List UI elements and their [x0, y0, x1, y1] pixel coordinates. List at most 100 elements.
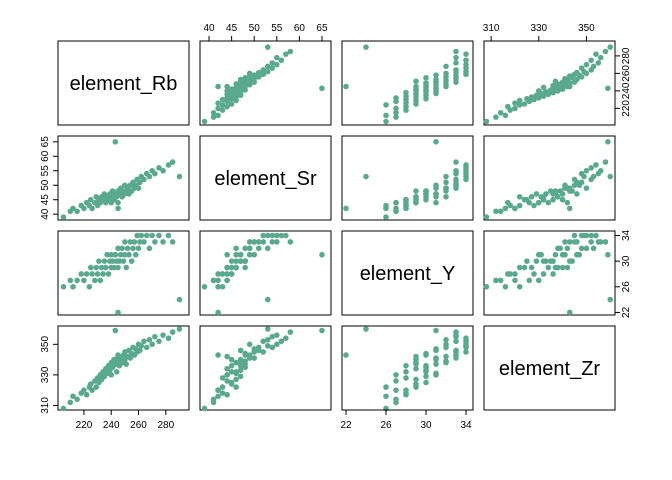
point: [512, 271, 518, 277]
point: [403, 202, 409, 209]
point: [176, 296, 183, 303]
point: [453, 167, 459, 174]
point: [112, 138, 119, 145]
point: [246, 341, 253, 348]
point: [233, 384, 239, 390]
point: [453, 329, 459, 335]
point: [383, 384, 389, 390]
point: [562, 75, 568, 82]
point: [201, 283, 208, 290]
point: [160, 332, 166, 338]
point: [574, 191, 580, 197]
x-tick-label: 34: [460, 420, 472, 431]
point: [453, 185, 459, 191]
point: [547, 87, 554, 93]
point: [219, 96, 226, 103]
point: [70, 393, 76, 400]
point: [70, 205, 76, 212]
point: [550, 258, 556, 264]
point: [134, 232, 140, 239]
variable-label: element_Sr: [214, 168, 317, 190]
point: [215, 352, 221, 358]
point: [251, 251, 258, 258]
point: [393, 372, 399, 378]
point: [433, 182, 439, 189]
point: [493, 208, 499, 215]
point: [215, 112, 221, 119]
point: [540, 194, 547, 200]
point: [141, 176, 147, 183]
point: [562, 182, 568, 189]
point: [463, 57, 469, 64]
point: [433, 327, 439, 334]
point: [535, 199, 542, 206]
point: [535, 88, 542, 94]
point: [273, 232, 280, 239]
point: [463, 162, 469, 168]
point: [516, 283, 523, 290]
point: [383, 102, 389, 108]
point: [251, 355, 258, 361]
point: [343, 205, 349, 212]
point: [83, 391, 90, 398]
point: [224, 271, 230, 277]
point: [578, 65, 585, 71]
point: [564, 245, 571, 252]
point: [283, 335, 289, 342]
point: [115, 205, 121, 212]
point: [74, 208, 80, 215]
panel: [341, 40, 474, 126]
point: [242, 350, 248, 357]
point: [246, 352, 253, 358]
point: [463, 335, 469, 342]
point: [278, 338, 285, 345]
point: [233, 81, 239, 87]
point: [115, 199, 121, 206]
point: [81, 205, 87, 212]
point: [219, 375, 226, 381]
point: [583, 232, 590, 239]
point: [319, 85, 325, 92]
point: [283, 232, 289, 239]
point: [87, 381, 94, 387]
point: [242, 245, 248, 252]
point: [403, 362, 409, 369]
point: [602, 48, 609, 55]
point: [559, 191, 566, 197]
variable-label: element_Rb: [70, 73, 178, 95]
x-tick-label: 60: [294, 23, 306, 34]
point: [423, 369, 429, 375]
point: [403, 89, 409, 96]
panel: [57, 135, 190, 221]
point: [607, 173, 614, 180]
point: [112, 251, 119, 258]
point: [516, 194, 523, 200]
point: [363, 173, 369, 180]
point: [224, 88, 230, 94]
point: [574, 179, 580, 186]
point: [122, 239, 128, 245]
point: [423, 188, 429, 194]
x-tick-label: 280: [157, 420, 174, 431]
panel: [57, 40, 190, 126]
point: [433, 138, 439, 145]
point: [543, 88, 549, 95]
point: [588, 165, 594, 171]
x-tick-label: 50: [249, 23, 261, 34]
point: [233, 251, 239, 258]
point: [588, 57, 594, 64]
point: [237, 367, 244, 374]
point: [160, 239, 166, 245]
point: [156, 338, 162, 345]
point: [242, 264, 248, 271]
point: [562, 239, 568, 245]
point: [433, 199, 439, 206]
point: [566, 73, 573, 79]
point: [228, 264, 235, 271]
point: [505, 199, 511, 206]
point: [595, 60, 602, 66]
point: [593, 232, 599, 239]
point: [237, 362, 244, 369]
point: [566, 185, 573, 191]
